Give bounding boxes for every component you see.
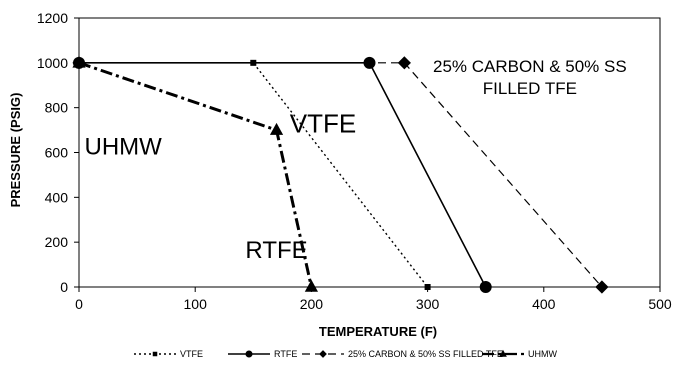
annotation-line: UHMW bbox=[84, 134, 162, 161]
legend-entry: UHMW bbox=[482, 349, 557, 359]
legend-entry: VTFE bbox=[134, 349, 203, 359]
annotation-label: RTFE bbox=[245, 237, 307, 264]
annotations: 25% CARBON & 50% SS FILLED TFE VTFE UHMW RTF… bbox=[84, 57, 626, 264]
annotation-line: 25% CARBON & 50% SS bbox=[433, 57, 627, 76]
legend-label: RTFE bbox=[274, 349, 297, 359]
y-tick-label: 0 bbox=[60, 279, 68, 295]
legend-swatch-marker bbox=[319, 350, 327, 358]
data-point bbox=[595, 280, 609, 294]
data-point bbox=[363, 56, 376, 69]
y-tick-label: 1200 bbox=[37, 10, 68, 26]
series-triangle bbox=[72, 55, 318, 292]
series-layer bbox=[72, 55, 609, 294]
x-tick-label: 500 bbox=[648, 296, 672, 312]
legend-swatch-marker bbox=[499, 349, 507, 357]
data-point bbox=[304, 279, 318, 292]
legend-label: VTFE bbox=[180, 349, 203, 359]
annotation-line: RTFE bbox=[245, 237, 307, 264]
legend-label: UHMW bbox=[528, 349, 557, 359]
legend-entry: 25% CARBON & 50% SS FILLED TFE bbox=[302, 349, 503, 359]
x-tick-label: 100 bbox=[184, 296, 208, 312]
annotation-line: FILLED TFE bbox=[483, 79, 577, 98]
data-point bbox=[72, 55, 86, 68]
legend-swatch-marker bbox=[152, 351, 158, 357]
x-tick-label: 300 bbox=[416, 296, 440, 312]
annotation-label: 25% CARBON & 50% SS FILLED TFE bbox=[433, 57, 627, 98]
x-tick-label: 400 bbox=[532, 296, 556, 312]
y-tick-label: 800 bbox=[45, 100, 69, 116]
legend-swatch-marker bbox=[245, 350, 253, 358]
legend-entry: RTFE bbox=[228, 349, 297, 359]
data-point bbox=[397, 56, 411, 70]
y-tick-label: 400 bbox=[45, 189, 69, 205]
y-tick-label: 1000 bbox=[37, 55, 68, 71]
data-point bbox=[424, 284, 431, 290]
y-axis-title: PRESSURE (PSIG) bbox=[8, 93, 23, 208]
y-tick-label: 600 bbox=[45, 145, 69, 161]
annotation-line: VTFE bbox=[290, 108, 356, 138]
data-point bbox=[269, 122, 284, 135]
x-tick-label: 200 bbox=[300, 296, 324, 312]
legend-label: 25% CARBON & 50% SS FILLED TFE bbox=[348, 349, 503, 359]
y-tick-label: 200 bbox=[45, 234, 69, 250]
x-axis-title: TEMPERATURE (F) bbox=[319, 324, 437, 339]
legend: VTFE RTFE 25% CARBON & 50% SS FILLED TFE UH… bbox=[134, 349, 557, 359]
annotation-label: UHMW bbox=[84, 134, 162, 161]
series-circle bbox=[73, 56, 492, 293]
x-tick-label: 0 bbox=[75, 296, 83, 312]
annotation-label: VTFE bbox=[290, 108, 356, 138]
axes: 0 100 200 300 400 500 0 200 400 600 800 1000 1200 bbox=[37, 10, 672, 312]
data-point bbox=[479, 281, 492, 293]
